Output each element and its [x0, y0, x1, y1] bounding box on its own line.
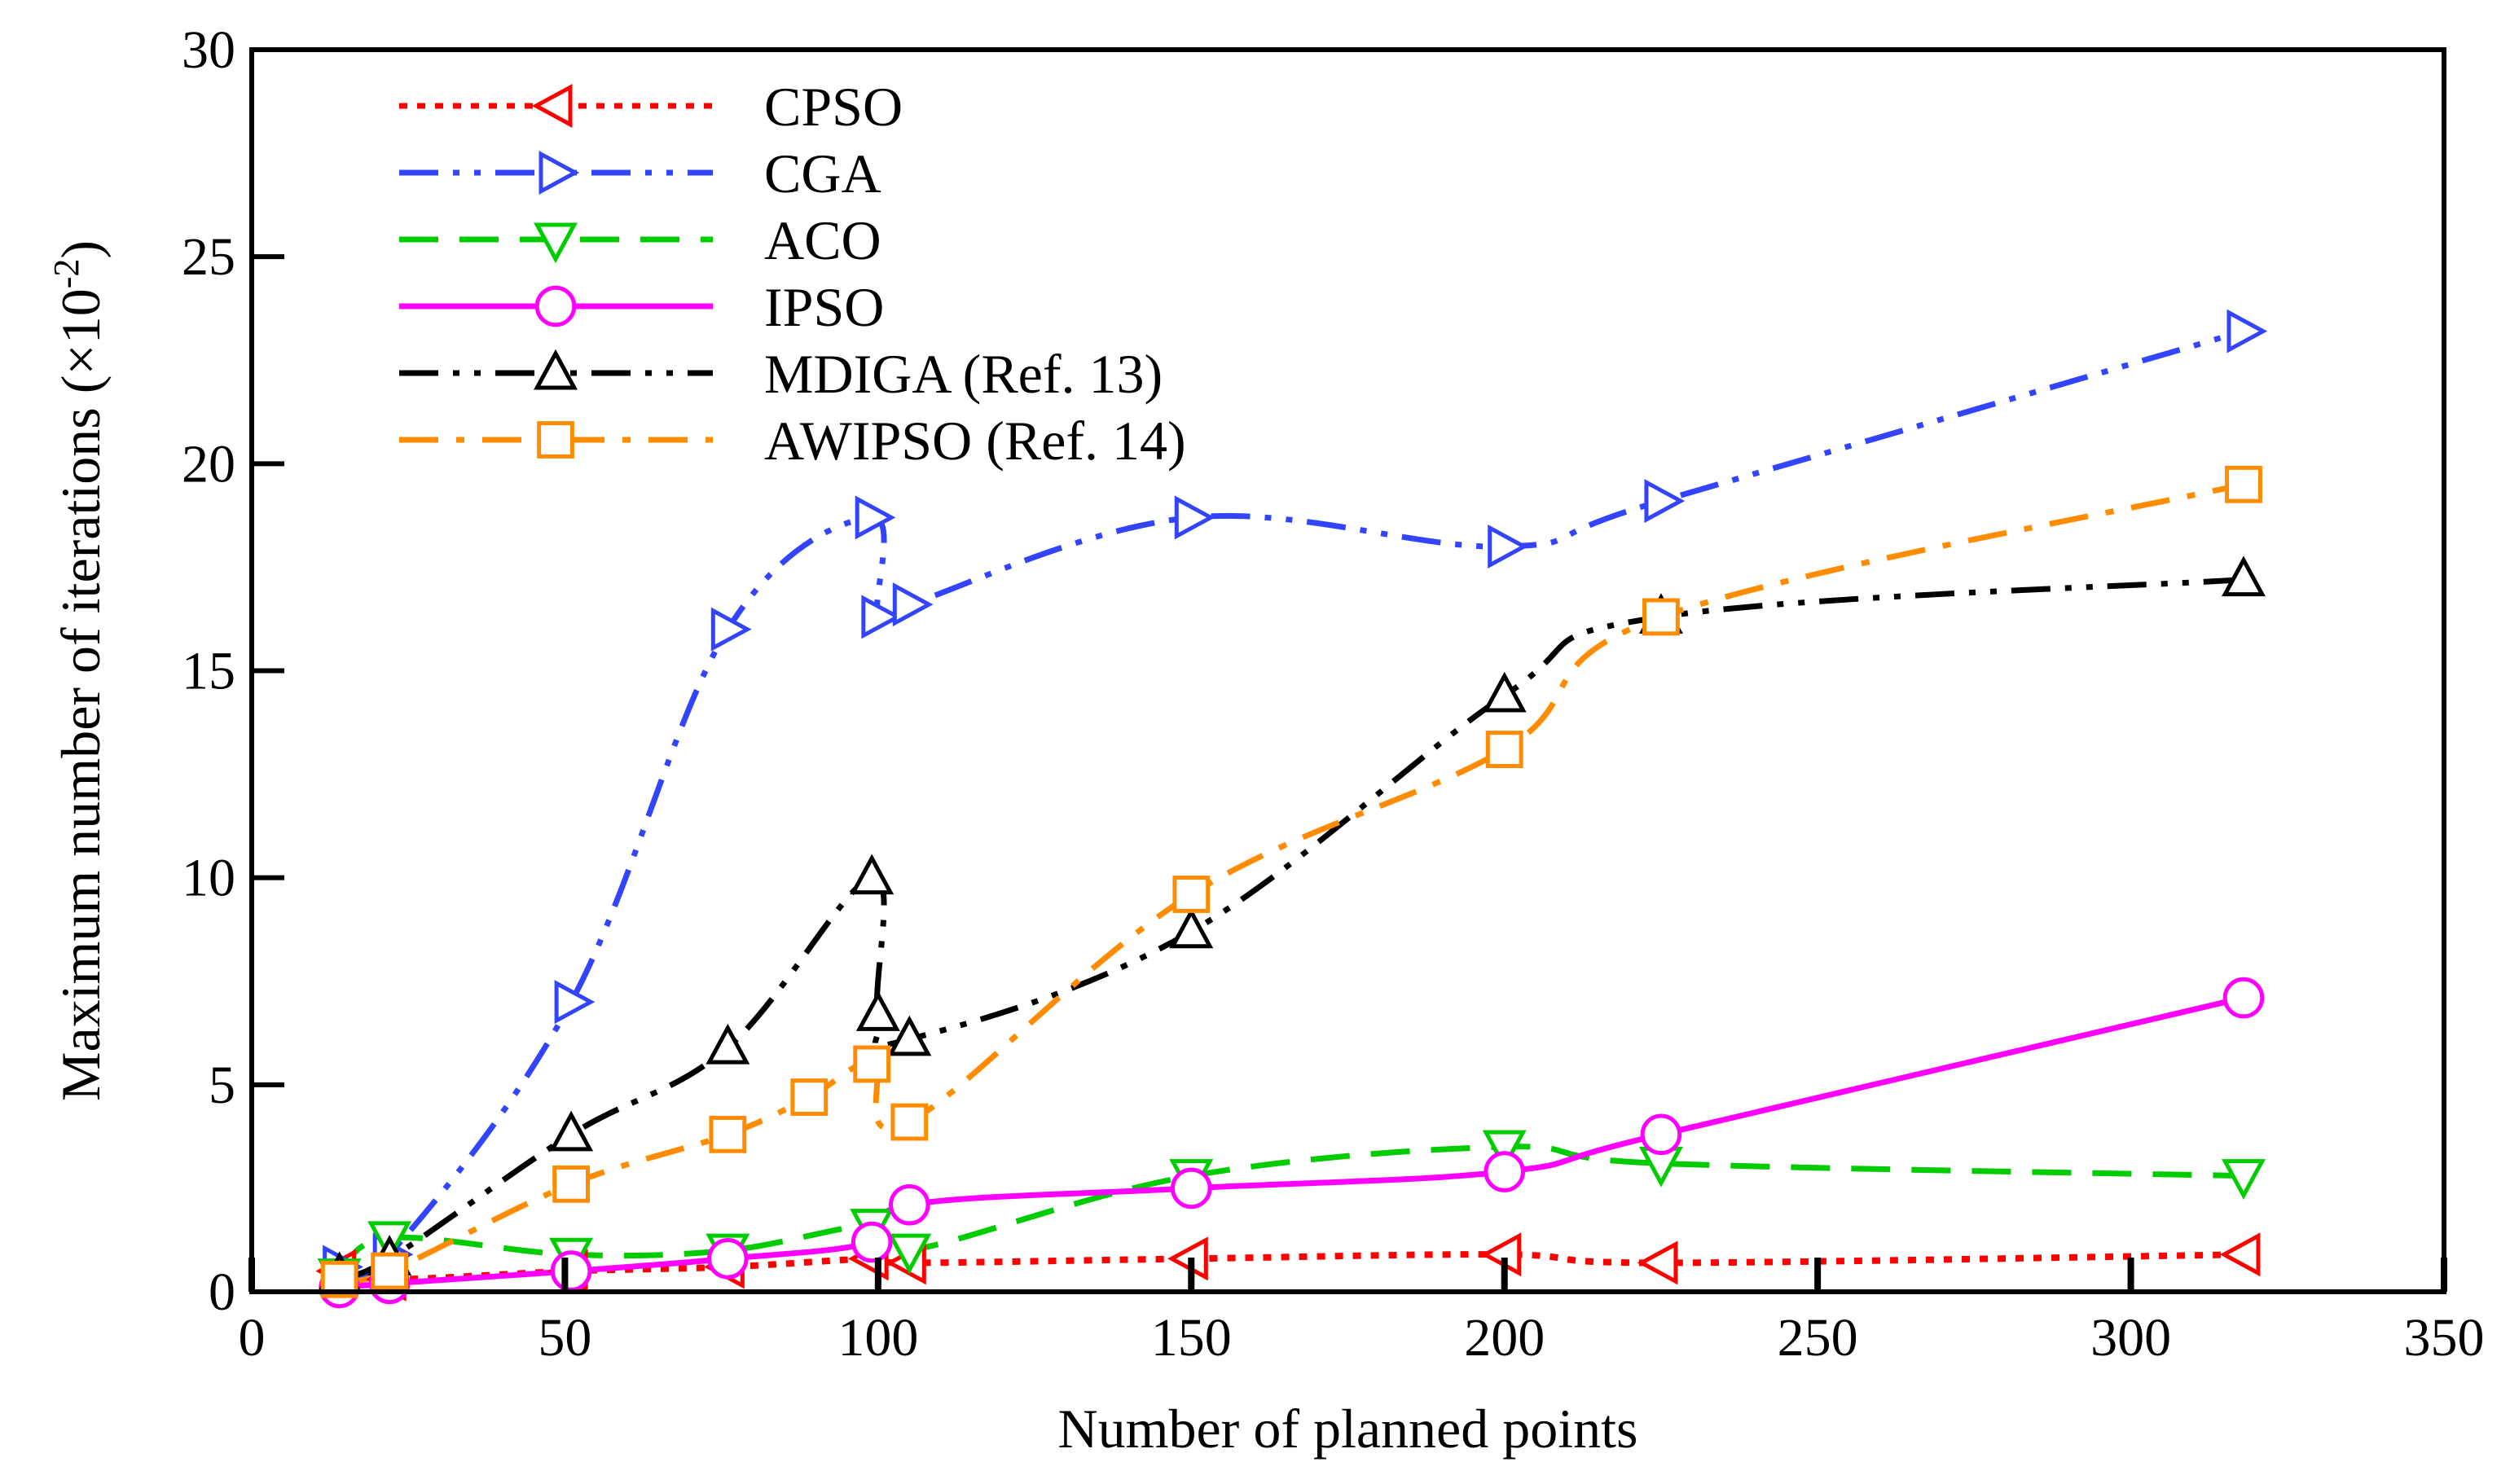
legend-marker: [537, 421, 574, 459]
data-point: [861, 595, 903, 639]
data-point: [1170, 1167, 1212, 1210]
series-line: [338, 328, 2244, 1282]
y-tick-label: 0: [209, 1262, 235, 1322]
y-tick-label: 20: [182, 434, 235, 494]
data-point: [2219, 1232, 2261, 1277]
y-tick-label: 15: [182, 642, 235, 701]
legend-label: MDIGA (Ref. 13): [764, 343, 1163, 405]
data-point: [2221, 1159, 2266, 1200]
data-point: [707, 1238, 749, 1280]
legend-label: AWIPSO (Ref. 14): [764, 410, 1186, 472]
series-line: [338, 577, 2244, 1279]
y-tick-label: 25: [182, 227, 235, 287]
data-point: [550, 1250, 592, 1292]
data-point: [1169, 907, 1214, 949]
series-line: [339, 994, 2244, 1291]
x-axis-title: Number of planned points: [1058, 1398, 1638, 1460]
x-tick-label: 250: [1778, 1308, 1858, 1368]
data-point: [1484, 1151, 1526, 1192]
data-point: [554, 980, 596, 1025]
y-axis-title-main: Maximum number of iterations (×10: [50, 288, 112, 1101]
data-point: [1640, 1113, 1682, 1156]
legend-label: IPSO: [764, 276, 884, 338]
data-point: [851, 1221, 893, 1263]
tick-layer: 0 50 100 150 200 250 300 350 0 5 10 15 20 25 30: [182, 20, 2485, 1368]
data-point: [709, 1115, 747, 1153]
data-point: [853, 1045, 891, 1083]
data-point: [1642, 598, 1680, 636]
x-tick-label: 200: [1464, 1308, 1545, 1368]
data-point: [890, 1103, 929, 1141]
data-point: [1488, 524, 1528, 569]
data-point: [1482, 671, 1527, 713]
data-point: [1482, 1130, 1527, 1171]
x-tick-label: 350: [2404, 1308, 2485, 1368]
y-tick-label: 5: [209, 1056, 235, 1115]
legend-marker: [538, 150, 580, 195]
data-point: [552, 1165, 591, 1203]
data-point: [706, 1023, 750, 1065]
data-point: [855, 495, 896, 540]
legend-label: ACO: [764, 209, 881, 271]
x-tick-label: 100: [837, 1308, 918, 1368]
data-point: [887, 1233, 932, 1275]
legend-marker: [533, 222, 578, 264]
series-layer: [337, 328, 2244, 1291]
legend-label: CPSO: [764, 76, 903, 138]
marker-layer: [315, 309, 2268, 1309]
data-point: [710, 607, 752, 652]
data-point: [850, 854, 895, 895]
data-point: [1174, 495, 1215, 540]
data-point: [549, 1110, 594, 1152]
legend-marker: [534, 285, 577, 327]
data-point: [2222, 977, 2265, 1019]
y-axis-title: Maximum number of iterations (×10-2): [46, 240, 112, 1101]
x-tick-label: 300: [2090, 1308, 2171, 1368]
data-point: [1485, 731, 1523, 768]
data-point: [790, 1078, 829, 1116]
axis-labels: Number of planned points Maximum number …: [46, 240, 1637, 1460]
data-point: [892, 582, 934, 627]
data-point: [2225, 465, 2262, 503]
y-axis-title-close: ): [50, 240, 112, 259]
y-axis-title-exponent: -2: [46, 259, 86, 289]
data-point: [887, 1015, 932, 1056]
y-tick-label: 10: [182, 849, 235, 908]
data-point: [1644, 479, 1686, 524]
legend-label: CGA: [764, 143, 881, 204]
data-point: [1637, 1240, 1678, 1285]
x-tick-label: 0: [239, 1308, 266, 1368]
x-tick-label: 150: [1151, 1308, 1232, 1368]
data-point: [855, 990, 900, 1031]
legend-marker: [531, 83, 573, 129]
data-point: [1172, 876, 1211, 913]
y-tick-label: 30: [182, 20, 235, 80]
data-point: [2221, 555, 2266, 597]
data-point: [2226, 309, 2268, 353]
x-tick-label: 50: [538, 1308, 591, 1368]
legend-marker: [533, 349, 578, 390]
data-point: [889, 1183, 930, 1226]
data-point: [371, 1252, 409, 1290]
plot-frame: [249, 47, 2446, 1294]
